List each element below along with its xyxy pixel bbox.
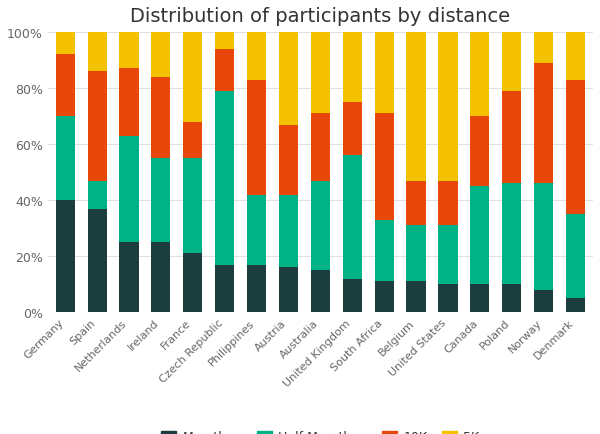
Bar	[56, 117, 75, 201]
Bar	[215, 33, 234, 50]
Bar	[247, 195, 266, 265]
Bar	[374, 282, 394, 312]
Bar	[88, 33, 107, 72]
Bar	[566, 215, 585, 299]
Bar	[470, 117, 490, 187]
Bar	[439, 181, 458, 226]
Bar	[215, 265, 234, 312]
Bar	[534, 64, 553, 184]
Bar	[566, 299, 585, 312]
Bar	[183, 254, 202, 312]
Bar	[247, 33, 266, 80]
Bar	[406, 181, 425, 226]
Bar	[183, 159, 202, 254]
Bar	[311, 270, 330, 312]
Bar	[311, 33, 330, 114]
Bar	[534, 184, 553, 290]
Bar	[279, 268, 298, 312]
Bar	[215, 92, 234, 265]
Bar	[151, 159, 170, 243]
Bar	[279, 33, 298, 125]
Bar	[151, 33, 170, 78]
Bar	[406, 282, 425, 312]
Bar	[88, 72, 107, 181]
Bar	[439, 226, 458, 285]
Bar	[439, 33, 458, 181]
Bar	[247, 265, 266, 312]
Bar	[247, 80, 266, 195]
Bar	[406, 226, 425, 282]
Bar	[311, 181, 330, 270]
Bar	[279, 195, 298, 268]
Bar	[534, 290, 553, 312]
Bar	[502, 285, 521, 312]
Bar	[311, 114, 330, 181]
Bar	[470, 33, 490, 117]
Bar	[119, 136, 139, 243]
Bar	[119, 243, 139, 312]
Bar	[183, 33, 202, 122]
Bar	[119, 33, 139, 69]
Bar	[56, 201, 75, 312]
Bar	[566, 80, 585, 215]
Bar	[343, 103, 362, 156]
Bar	[343, 33, 362, 103]
Bar	[215, 50, 234, 92]
Bar	[151, 78, 170, 159]
Bar	[502, 92, 521, 184]
Bar	[374, 33, 394, 114]
Bar	[56, 33, 75, 56]
Bar	[88, 209, 107, 312]
Bar	[502, 184, 521, 285]
Bar	[151, 243, 170, 312]
Bar	[343, 156, 362, 279]
Bar	[279, 125, 298, 195]
Bar	[439, 285, 458, 312]
Bar	[343, 279, 362, 312]
Bar	[470, 285, 490, 312]
Bar	[183, 122, 202, 159]
Bar	[534, 33, 553, 64]
Bar	[566, 33, 585, 80]
Bar	[56, 56, 75, 117]
Bar	[88, 181, 107, 209]
Bar	[374, 220, 394, 282]
Bar	[470, 187, 490, 285]
Bar	[502, 33, 521, 92]
Legend: Marathon, Half Marathon, 10K, 5K: Marathon, Half Marathon, 10K, 5K	[156, 425, 485, 434]
Title: Distribution of participants by distance: Distribution of participants by distance	[130, 7, 511, 26]
Bar	[119, 69, 139, 136]
Bar	[406, 33, 425, 181]
Bar	[374, 114, 394, 220]
